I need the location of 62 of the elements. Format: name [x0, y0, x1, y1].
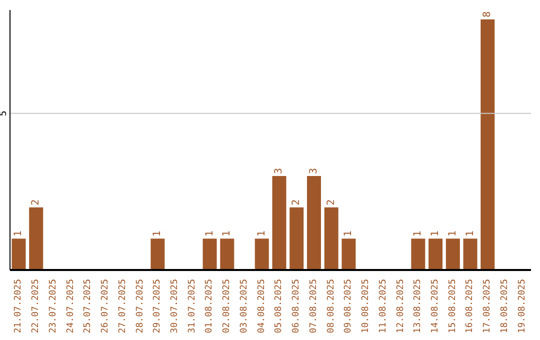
bar — [463, 238, 478, 270]
x-tick-label: 11.08.2025 — [378, 279, 388, 334]
x-tick-label: 25.07.2025 — [83, 279, 94, 334]
x-tick-label: 16.08.2025 — [465, 279, 476, 334]
bar — [254, 238, 269, 270]
x-tick-label: 09.08.2025 — [344, 279, 354, 334]
x-tick-label: 17.08.2025 — [482, 279, 493, 334]
x-tick-label: 02.08.2025 — [222, 279, 232, 334]
x-tick-label: 23.07.2025 — [48, 279, 58, 334]
bar — [202, 238, 217, 270]
x-tick-label: 28.07.2025 — [135, 279, 146, 334]
x-tick-label: 26.07.2025 — [100, 279, 111, 334]
x-tick-label: 08.08.2025 — [326, 279, 336, 334]
x-tick-label: 03.08.2025 — [239, 279, 250, 334]
x-tick-label: 27.07.2025 — [118, 279, 128, 334]
data-label: 1 — [343, 230, 354, 237]
data-label: 3 — [274, 168, 285, 174]
x-tick-label: 04.08.2025 — [256, 279, 267, 334]
x-tick-label: 21.07.2025 — [14, 279, 24, 334]
x-tick-label: 07.08.2025 — [308, 279, 319, 334]
bar — [428, 238, 443, 270]
data-label: 2 — [326, 199, 337, 206]
data-label: 1 — [412, 230, 424, 237]
bar — [342, 238, 356, 270]
x-tick-label: 13.08.2025 — [413, 279, 424, 334]
data-label: 1 — [152, 230, 164, 237]
x-tick-label: 12.08.2025 — [396, 279, 406, 334]
bar — [480, 19, 495, 270]
data-label: 1 — [464, 230, 476, 237]
x-tick-label: 29.07.2025 — [152, 279, 163, 334]
bar — [150, 238, 165, 270]
bar — [411, 238, 426, 270]
data-label: 1 — [256, 230, 268, 237]
x-tick-label: 14.08.2025 — [430, 279, 440, 334]
x-tick-label: 24.07.2025 — [66, 279, 76, 334]
data-label: 1 — [13, 230, 24, 237]
data-label: 2 — [30, 199, 42, 206]
data-label: 2 — [291, 199, 302, 206]
x-tick-label: 01.08.2025 — [204, 279, 215, 334]
bar — [29, 207, 44, 270]
x-tick-label: 15.08.2025 — [448, 279, 458, 334]
x-tick-label: 30.07.2025 — [170, 279, 180, 334]
bar — [306, 176, 321, 270]
data-label: 1 — [204, 230, 216, 237]
data-label: 3 — [308, 168, 320, 174]
x-tick-label: 05.08.2025 — [274, 279, 284, 334]
bar — [324, 207, 338, 270]
data-label: 8 — [482, 11, 494, 18]
x-tick-label: 18.08.2025 — [500, 279, 510, 334]
data-label: 1 — [222, 230, 233, 237]
x-tick-label: 06.08.2025 — [292, 279, 302, 334]
bar — [446, 238, 460, 270]
bar — [220, 238, 234, 270]
x-tick-label: 10.08.2025 — [361, 279, 372, 334]
x-tick-label: 22.07.2025 — [31, 279, 42, 334]
x-tick-label: 19.08.2025 — [517, 279, 528, 334]
bar — [12, 238, 26, 270]
data-label: 1 — [430, 230, 442, 237]
bar — [290, 207, 304, 270]
x-tick-label: 31.07.2025 — [187, 279, 198, 334]
data-label: 1 — [447, 230, 458, 237]
bar — [272, 176, 286, 270]
